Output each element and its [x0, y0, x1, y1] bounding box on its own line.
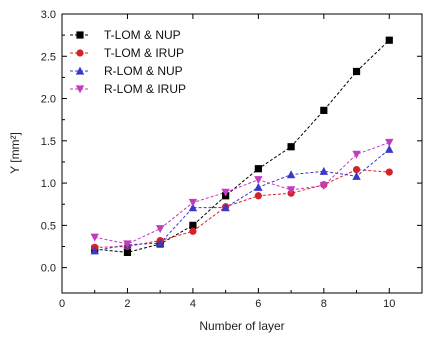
data-point-r-lom-irup	[188, 198, 198, 207]
series-line-r-lom-irup	[94, 142, 390, 245]
x-tick-label: 4	[190, 298, 196, 310]
series-markers	[90, 36, 394, 257]
data-point-t-lom-irup	[385, 168, 393, 176]
data-point-r-lom-nup	[286, 170, 296, 179]
data-point-t-lom-nup	[123, 248, 132, 257]
y-tick-label: 2.0	[41, 94, 56, 106]
data-point-r-lom-irup	[90, 233, 99, 242]
data-point-t-lom-nup	[189, 221, 197, 229]
legend-label-t-lom-irup: T-LOM & IRUP	[104, 46, 184, 60]
y-tick-label: 1.0	[41, 178, 56, 190]
x-tick-label: 6	[255, 298, 261, 310]
data-point-r-lom-nup	[254, 182, 263, 191]
legend-label-r-lom-irup: R-LOM & IRUP	[104, 82, 186, 96]
data-point-r-lom-irup	[286, 186, 296, 195]
y-axis-title: Y [mm²]	[8, 132, 22, 174]
x-axis-title: Number of layer	[199, 319, 284, 333]
data-point-r-lom-irup	[385, 138, 394, 147]
plot-frame	[61, 13, 423, 294]
x-tick-label: 2	[124, 298, 130, 310]
y-tick-label: 3.0	[41, 9, 56, 21]
y-tick-label: 0.5	[41, 220, 56, 232]
data-point-r-lom-nup	[352, 171, 361, 180]
x-tick-label: 8	[321, 298, 327, 310]
data-point-r-lom-irup	[123, 240, 132, 249]
data-point-t-lom-nup	[385, 36, 393, 44]
data-point-t-lom-nup	[352, 67, 361, 76]
data-point-t-lom-nup	[254, 165, 262, 173]
y-tick-label: 1.5	[41, 136, 56, 148]
x-tick-label: 10	[383, 298, 395, 310]
series-line-r-lom-nup	[94, 148, 390, 252]
data-point-r-lom-nup	[385, 144, 394, 153]
y-tick-label: 2.5	[41, 51, 56, 63]
data-point-r-lom-irup	[319, 182, 329, 191]
data-point-t-lom-nup	[287, 143, 295, 151]
data-point-r-lom-nup	[221, 203, 230, 212]
data-point-r-lom-nup	[188, 203, 198, 212]
data-point-t-lom-irup	[352, 165, 361, 174]
axis-ticks: 0 2 4 6 8 10 0.0 0.5 1.0 1.5 2.0 2.5 3.0	[41, 9, 422, 310]
data-point-r-lom-nup	[155, 238, 165, 247]
legend-marker-t-lom-irup	[76, 49, 84, 57]
data-point-r-lom-nup	[319, 166, 329, 175]
legend: T-LOM & NUP T-LOM & IRUP R-LOM & NUP R-LOM …	[70, 28, 186, 96]
series-lines	[94, 39, 390, 253]
legend-label-r-lom-nup: R-LOM & NUP	[104, 64, 183, 78]
data-point-r-lom-irup	[254, 176, 263, 185]
legend-marker-r-lom-irup	[75, 85, 85, 94]
data-point-r-lom-irup	[155, 225, 165, 234]
legend-marker-t-lom-nup	[76, 31, 84, 39]
series-line-t-lom-irup	[94, 169, 390, 248]
x-tick-label: 0	[59, 298, 65, 310]
data-point-r-lom-irup	[352, 150, 361, 159]
data-point-r-lom-irup	[221, 188, 230, 197]
data-point-t-lom-nup	[320, 106, 328, 114]
data-point-t-lom-irup	[189, 227, 197, 235]
legend-label-t-lom-nup: T-LOM & NUP	[104, 28, 181, 42]
data-point-r-lom-nup	[90, 246, 99, 255]
data-point-t-lom-irup	[254, 192, 262, 200]
y-tick-label: 0.0	[41, 263, 56, 275]
legend-marker-r-lom-nup	[75, 66, 85, 75]
